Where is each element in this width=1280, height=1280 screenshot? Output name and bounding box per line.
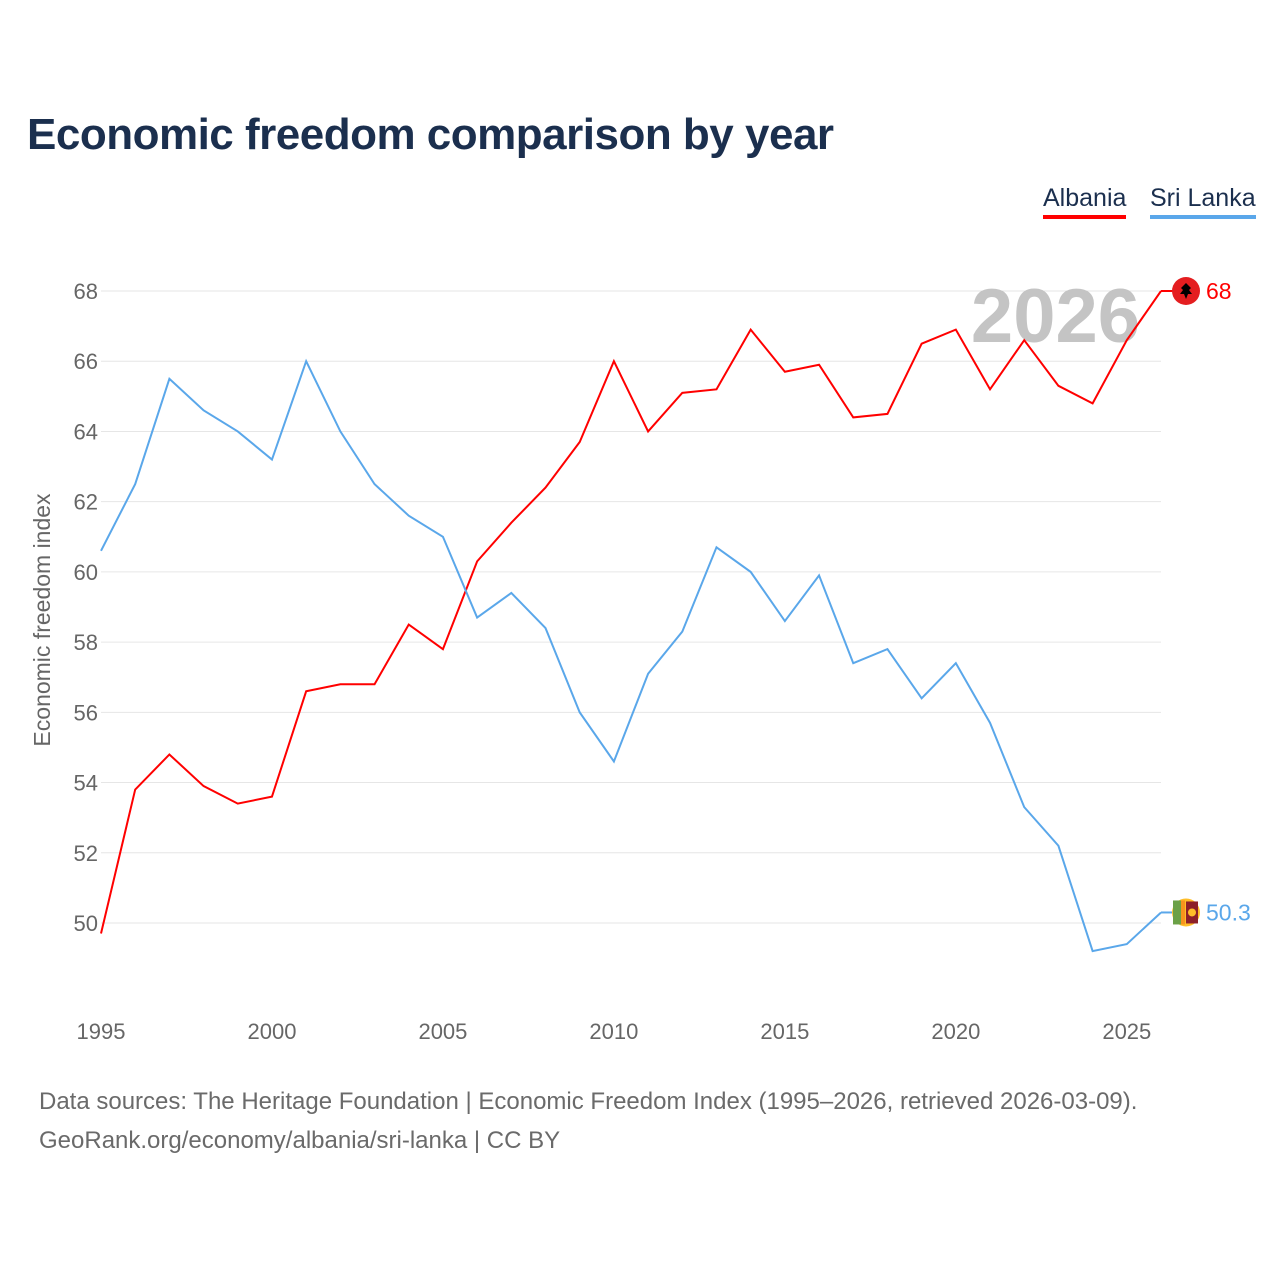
legend-sri-lanka[interactable]: Sri Lanka <box>1150 184 1256 219</box>
year-watermark: 2026 <box>971 274 1140 359</box>
end-value-label: 68 <box>1206 278 1232 304</box>
x-tick-label: 1995 <box>77 1019 126 1044</box>
x-tick-label: 2020 <box>931 1019 980 1044</box>
y-tick-label: 60 <box>74 560 98 585</box>
x-tick-label: 2025 <box>1102 1019 1151 1044</box>
y-tick-label: 62 <box>74 490 98 515</box>
sri-lanka-flag-icon <box>1172 898 1200 927</box>
legend-albania[interactable]: Albania <box>1043 184 1127 219</box>
albania-flag-icon <box>1172 277 1200 305</box>
x-tick-label: 2015 <box>760 1019 809 1044</box>
y-tick-label: 56 <box>74 700 98 725</box>
y-tick-label: 50 <box>74 911 98 936</box>
footer-url[interactable]: GeoRank.org/economy/albania/sri-lanka | … <box>39 1127 561 1154</box>
footer-sources: Data sources: The Heritage Foundation | … <box>39 1088 1138 1115</box>
x-tick-label: 2000 <box>247 1019 296 1044</box>
y-axis-label: Economic freedom index <box>29 493 55 747</box>
y-tick-label: 58 <box>74 630 98 655</box>
y-tick-label: 68 <box>74 279 98 304</box>
series-line-albania[interactable] <box>100 290 1162 934</box>
chart-title: Economic freedom comparison by year <box>27 110 834 159</box>
y-tick-label: 64 <box>74 419 98 444</box>
series-line-sri-lanka[interactable] <box>100 358 1162 953</box>
x-tick-label: 2005 <box>418 1019 467 1044</box>
x-tick-label: 2010 <box>589 1019 638 1044</box>
y-tick-label: 66 <box>74 349 98 374</box>
end-value-label: 50.3 <box>1206 899 1251 925</box>
y-tick-label: 54 <box>74 771 98 796</box>
y-tick-label: 52 <box>74 841 98 866</box>
